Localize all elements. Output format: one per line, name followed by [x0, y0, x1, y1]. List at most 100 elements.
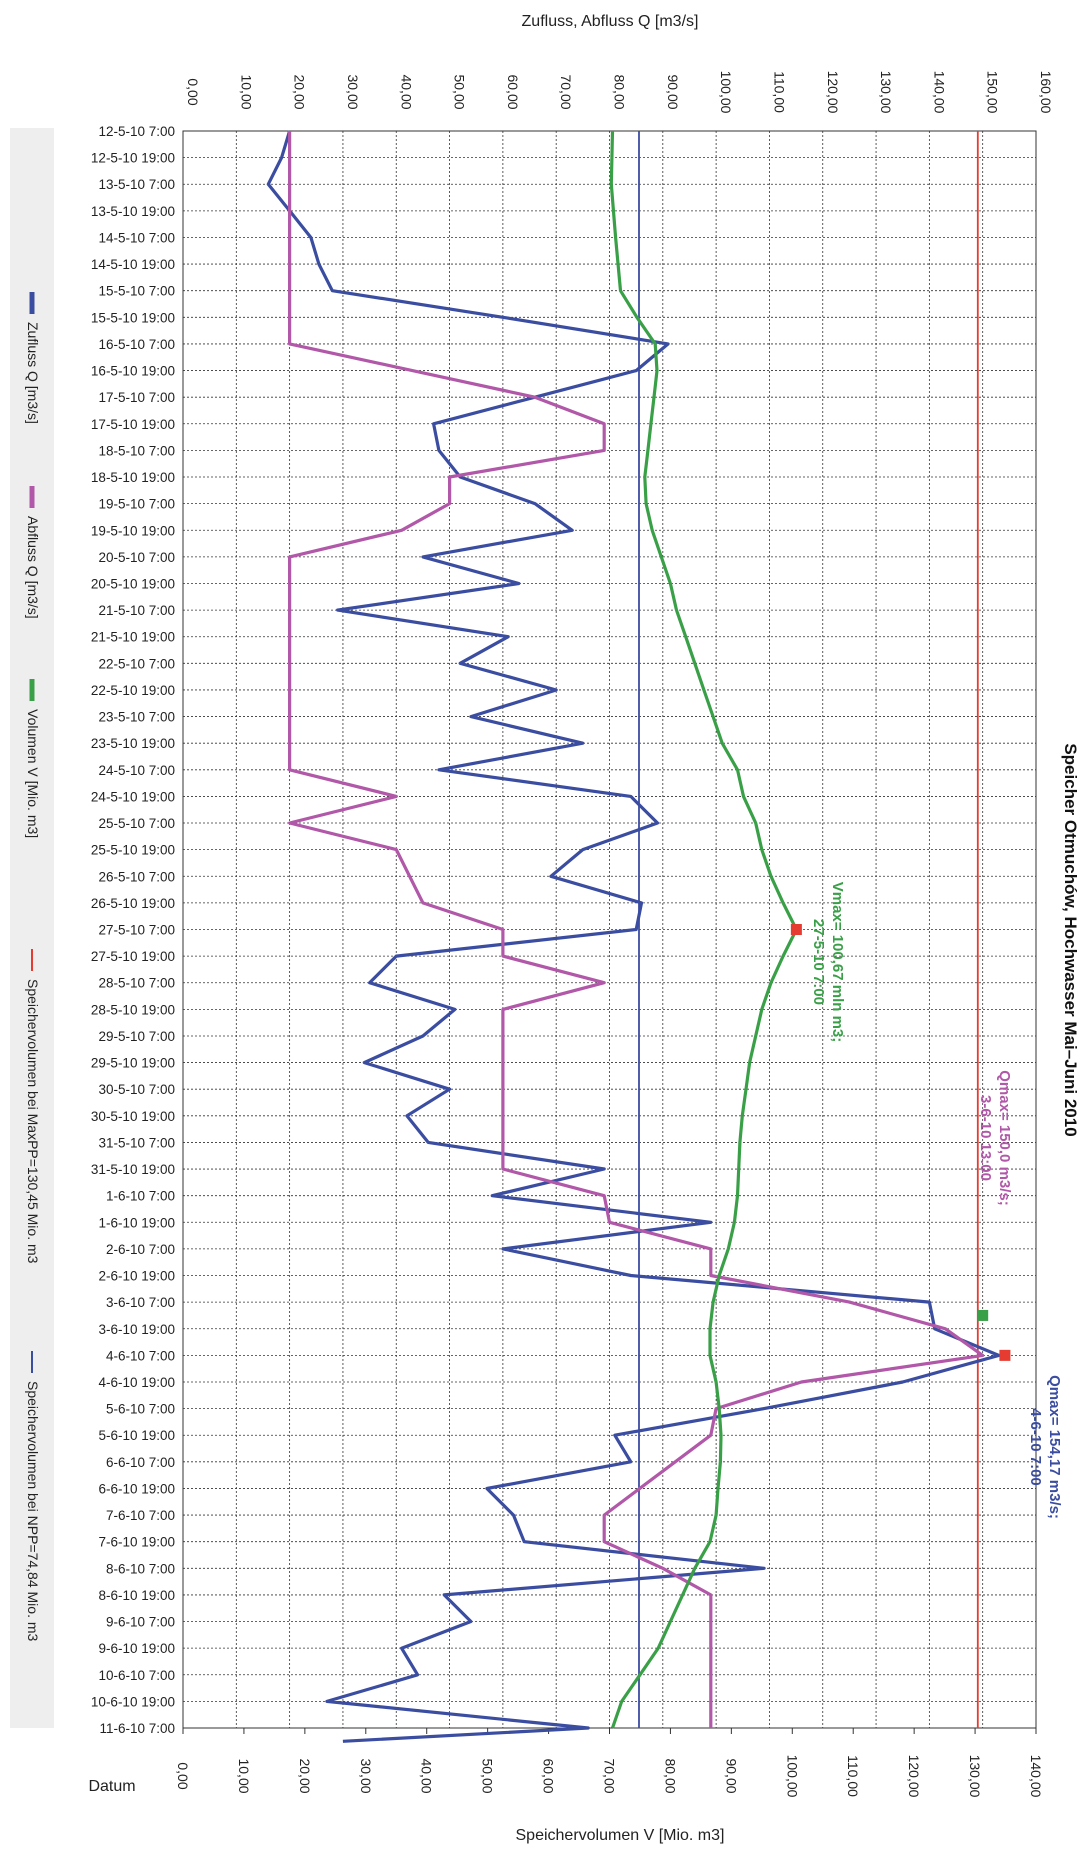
date-tick-label: 7-6-10 19:00 — [98, 1535, 175, 1550]
date-tick-label: 13-5-10 7:00 — [98, 177, 175, 192]
date-tick-label: 17-5-10 19:00 — [91, 417, 175, 432]
date-tick-label: 31-5-10 7:00 — [98, 1135, 175, 1150]
top-axis-tick-label: 60,00 — [505, 74, 521, 109]
top-axis-tick-label: 20,00 — [292, 74, 308, 109]
annotation-label: 3-6-10 13:00 — [977, 1095, 994, 1181]
top-axis-tick-label: 130,00 — [878, 71, 894, 114]
date-tick-label: 22-5-10 19:00 — [91, 683, 175, 698]
date-tick-label: 17-5-10 7:00 — [98, 390, 175, 405]
date-tick-label: 27-5-10 7:00 — [98, 923, 175, 938]
date-axis-label: Datum — [88, 1778, 135, 1795]
date-tick-label: 14-5-10 19:00 — [91, 257, 175, 272]
top-axis-tick-label: 140,00 — [931, 71, 947, 114]
top-axis-tick-label: 90,00 — [665, 74, 681, 109]
date-tick-label: 29-5-10 7:00 — [98, 1029, 175, 1044]
date-tick-label: 5-6-10 7:00 — [106, 1402, 175, 1417]
bottom-axis-tick-label: 10,00 — [236, 1758, 252, 1793]
date-tick-label: 21-5-10 19:00 — [91, 630, 175, 645]
date-tick-label: 18-5-10 7:00 — [98, 443, 175, 458]
legend: Zufluss Q [m3/s] Abfluss Q [m3/s] Volumen … — [25, 292, 41, 1642]
bottom-axis-tick-label: 90,00 — [723, 1758, 739, 1793]
bottom-axis-tick-label: 130,00 — [967, 1755, 983, 1798]
chart-title: Speicher Otmuchów, Hochwasser Mai–Juni 2… — [1061, 743, 1080, 1136]
date-tick-label: 20-5-10 7:00 — [98, 550, 175, 565]
annotation-label: 4-6-10 7:00 — [1027, 1408, 1044, 1486]
bottom-axis-tick-label: 110,00 — [845, 1755, 861, 1797]
date-tick-label: 23-5-10 19:00 — [91, 736, 175, 751]
date-tick-label: 16-5-10 7:00 — [98, 337, 175, 352]
date-tick-label: 18-5-10 19:00 — [91, 470, 175, 485]
annotation-label: Vmax= 100,67 mln m3; — [829, 882, 846, 1043]
date-tick-label: 12-5-10 19:00 — [91, 151, 175, 166]
top-axis-tick-label: 70,00 — [558, 74, 574, 109]
date-tick-label: 25-5-10 7:00 — [98, 816, 175, 831]
date-tick-label: 24-5-10 7:00 — [98, 763, 175, 778]
bottom-axis-tick-label: 80,00 — [662, 1758, 678, 1793]
date-tick-label: 25-5-10 19:00 — [91, 843, 175, 858]
annotation-marker — [999, 1349, 1011, 1361]
date-tick-label: 5-6-10 19:00 — [98, 1428, 175, 1443]
top-axis-tick-label: 30,00 — [345, 74, 361, 109]
bottom-axis-tick-label: 20,00 — [297, 1758, 313, 1793]
reference-lines — [638, 131, 979, 1728]
top-axis-tick-label: 40,00 — [398, 74, 414, 109]
date-tick-label: 14-5-10 7:00 — [98, 230, 175, 245]
top-axis-tick-label: 50,00 — [452, 74, 468, 109]
bottom-axis-tick-label: 50,00 — [480, 1758, 496, 1793]
series — [266, 130, 1001, 1743]
date-tick-label: 28-5-10 7:00 — [98, 976, 175, 991]
top-axis-tick-label: 80,00 — [612, 74, 628, 109]
plot-frame — [182, 130, 1037, 1729]
date-tick-label: 30-5-10 7:00 — [98, 1082, 175, 1097]
top-axis-tick-label: 150,00 — [985, 71, 1001, 114]
bottom-axis-tick-label: 30,00 — [358, 1758, 374, 1793]
bottom-axis-tick-label: 120,00 — [906, 1755, 922, 1798]
date-tick-label: 15-5-10 7:00 — [98, 284, 175, 299]
date-tick-label: 6-6-10 7:00 — [106, 1455, 175, 1470]
top-axis-tick-label: 100,00 — [718, 71, 734, 114]
date-tick-label: 15-5-10 19:00 — [91, 310, 175, 325]
legend-panel — [10, 128, 54, 1728]
date-tick-label: 3-6-10 19:00 — [98, 1322, 175, 1337]
annotation-marker — [977, 1309, 989, 1321]
date-tick-label: 26-5-10 19:00 — [91, 896, 175, 911]
legend-label: Abfluss Q [m3/s] — [25, 516, 41, 619]
legend-label: Speichervolumen bei NPP=74,84 Mio. m3 — [25, 1381, 41, 1642]
date-tick-label: 4-6-10 19:00 — [98, 1375, 175, 1390]
date-tick-label: 31-5-10 19:00 — [91, 1162, 175, 1177]
date-tick-label: 9-6-10 7:00 — [106, 1615, 175, 1630]
labels: Speicher Otmuchów, Hochwasser Mai–Juni 2… — [88, 13, 1080, 1844]
date-tick-label: 6-6-10 19:00 — [98, 1481, 175, 1496]
date-tick-label: 1-6-10 19:00 — [98, 1215, 175, 1230]
date-tick-label: 13-5-10 19:00 — [91, 204, 175, 219]
series-line — [288, 131, 985, 1728]
date-tick-label: 11-6-10 7:00 — [99, 1721, 175, 1736]
date-tick-label: 2-6-10 19:00 — [98, 1269, 175, 1284]
legend-label: Zufluss Q [m3/s] — [25, 322, 41, 424]
date-tick-label: 8-6-10 7:00 — [106, 1561, 175, 1576]
annotation-label: 27-5-10 7:00 — [810, 919, 827, 1005]
date-tick-label: 10-6-10 7:00 — [98, 1668, 175, 1683]
date-tick-label: 29-5-10 19:00 — [91, 1056, 175, 1071]
date-tick-label: 27-5-10 19:00 — [91, 949, 175, 964]
annotation-marker — [790, 924, 802, 935]
date-tick-label: 2-6-10 7:00 — [106, 1242, 175, 1257]
bottom-axis-tick-label: 140,00 — [1028, 1755, 1044, 1798]
date-tick-label: 19-5-10 7:00 — [98, 497, 175, 512]
top-axis-tick-label: 120,00 — [825, 71, 841, 114]
date-tick-label: 26-5-10 7:00 — [98, 869, 175, 884]
top-axis-tick-label: 110,00 — [771, 71, 787, 113]
annotation-label: Qmax= 150,0 m3/s; — [996, 1070, 1013, 1206]
bottom-axis-tick-label: 0,00 — [175, 1762, 191, 1789]
markers — [790, 924, 1011, 1361]
date-tick-label: 24-5-10 19:00 — [91, 789, 175, 804]
bottom-axis-tick-label: 40,00 — [419, 1758, 435, 1793]
top-axis-label: Zufluss, Abfluss Q [m3/s] — [522, 13, 699, 30]
legend-label: Speichervolumen bei MaxPP=130,45 Mio. m3 — [25, 979, 41, 1264]
annotation-label: Qmax= 154,17 m3/s; — [1046, 1375, 1063, 1519]
date-tick-label: 7-6-10 7:00 — [106, 1508, 175, 1523]
date-tick-label: 21-5-10 7:00 — [98, 603, 175, 618]
date-tick-label: 9-6-10 19:00 — [98, 1641, 175, 1656]
